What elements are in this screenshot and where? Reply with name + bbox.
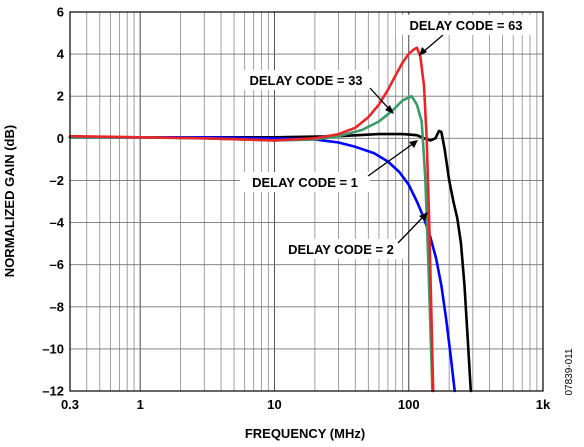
y-tick-label: 2 — [57, 89, 64, 104]
y-tick-label: 6 — [57, 5, 64, 20]
annotation-2-arrowhead — [419, 212, 428, 221]
y-tick-label: –2 — [50, 173, 64, 188]
figure-id: 07839-011 — [564, 348, 575, 396]
annotation-1-leader — [367, 142, 415, 177]
annotation-33-arrowhead — [385, 105, 394, 114]
annotation-63-leader — [422, 34, 444, 53]
minor-gridlines — [69, 12, 538, 391]
x-axis-label: FREQUENCY (MHz) — [245, 426, 365, 441]
annotation-33-leader — [369, 87, 391, 111]
y-tick-label: 4 — [57, 47, 65, 62]
annotation-63-label: DELAY CODE = 63 — [409, 18, 522, 33]
annotation-1-label: DELAY CODE = 1 — [252, 175, 358, 190]
x-tick-label: 1k — [536, 397, 551, 412]
annotation-2-leader — [397, 215, 425, 244]
annotation-1-backdrop — [240, 172, 370, 192]
annotation-33-backdrop — [241, 70, 371, 90]
x-tick-label: 100 — [398, 397, 420, 412]
annotation-delay-code-33: DELAY CODE = 33 — [241, 70, 394, 114]
y-axis-label: NORMALIZED GAIN (dB) — [2, 125, 17, 277]
annotations: DELAY CODE = 63 DELAY CODE = 33 DELAY CO… — [240, 15, 536, 259]
annotation-1-arrowhead — [409, 140, 418, 148]
series-line-delay-code-63 — [68, 46, 435, 393]
annotation-delay-code-2: DELAY CODE = 2 — [276, 212, 428, 259]
annotation-33-label: DELAY CODE = 33 — [249, 73, 362, 88]
x-tick-labels: 0.3 1 10 100 1k — [61, 397, 551, 412]
series-line-delay-code-1 — [68, 129, 473, 393]
annotation-2-label: DELAY CODE = 2 — [288, 242, 394, 257]
y-tick-label: –6 — [50, 257, 64, 272]
series-line-delay-code-2 — [68, 136, 457, 393]
x-tick-label: 0.3 — [61, 397, 79, 412]
x-tick-label: 1 — [137, 397, 144, 412]
plot-area-frame — [69, 11, 544, 392]
annotation-delay-code-1: DELAY CODE = 1 — [240, 140, 418, 192]
y-tick-label: –8 — [50, 299, 64, 314]
y-tick-labels: –12 –10 –8 –6 –4 –2 0 2 4 6 — [42, 5, 64, 399]
y-tick-label: 0 — [57, 131, 64, 146]
annotation-63-arrowhead — [419, 47, 427, 56]
y-tick-label: –10 — [42, 341, 64, 356]
annotation-63-backdrop — [396, 15, 536, 35]
x-tick-label: 10 — [267, 397, 281, 412]
y-tick-label: –12 — [42, 384, 64, 399]
y-tick-label: –4 — [50, 215, 65, 230]
annotation-delay-code-63: DELAY CODE = 63 — [396, 15, 536, 56]
annotation-2-backdrop — [276, 239, 406, 259]
